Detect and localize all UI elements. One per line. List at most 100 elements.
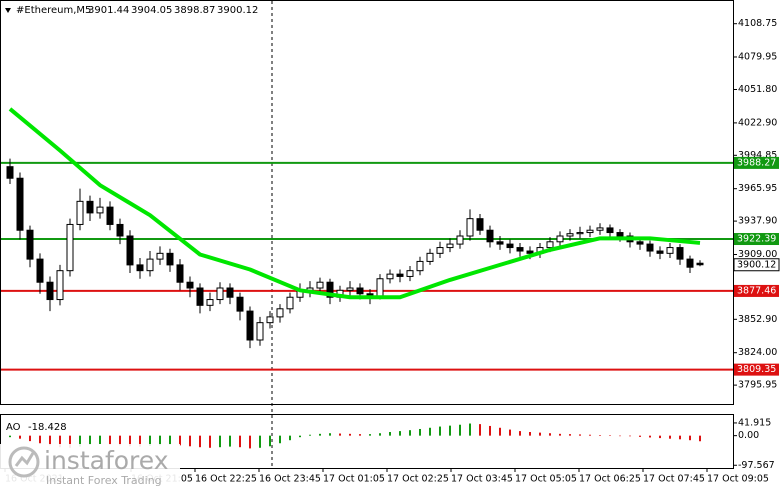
ao-bar [479, 424, 481, 436]
ao-bar [539, 432, 541, 436]
watermark-icon-arrow [14, 452, 35, 467]
ao-bar [629, 435, 631, 437]
candle-body [46, 281, 54, 301]
watermark-icon [8, 446, 40, 478]
level-label: 3877.46 [737, 285, 776, 296]
ao-bar [59, 435, 61, 448]
ao-bar [9, 435, 11, 438]
ao-bar [309, 434, 311, 436]
y-tick-label: 3937.90 [738, 216, 777, 227]
ao-bar [129, 435, 131, 447]
ao-bar [469, 423, 471, 436]
candle-body [256, 322, 264, 341]
candle-body [376, 278, 384, 298]
candle-body [286, 296, 294, 310]
candle-body [26, 229, 34, 260]
candle-body [516, 247, 524, 252]
ao-bar [509, 429, 511, 436]
level-label-bg [734, 233, 779, 246]
ao-name: AO [6, 422, 21, 433]
candle-body [616, 232, 624, 237]
watermark-brand: instaforex [44, 446, 169, 475]
ao-y-tick-label: -97.567 [738, 460, 775, 471]
current-price-bg [733, 258, 780, 272]
y-tick-label: 3824.00 [738, 347, 777, 358]
ao-bar [689, 435, 691, 441]
candle-body [456, 235, 464, 245]
candle-body [106, 206, 114, 225]
ao-bar [429, 427, 431, 436]
ao-bar [259, 435, 261, 448]
ao-y-tick-label: 0.00 [738, 430, 759, 441]
y-tick-label: 3965.95 [738, 183, 777, 194]
ao-bar [239, 435, 241, 448]
ao-bar [249, 435, 251, 449]
candle-body [466, 218, 474, 237]
candle-body [666, 247, 674, 254]
y-tick-label: 3795.95 [738, 380, 777, 391]
ao-bar [499, 427, 501, 436]
candle-body [646, 243, 654, 252]
ao-bar [419, 428, 421, 436]
candle-body [266, 316, 274, 324]
ao-bar [319, 433, 321, 436]
ao-bar [389, 432, 391, 436]
ao-bar [519, 431, 521, 436]
level-label-bg [734, 156, 779, 169]
y-tick-label: 4051.80 [738, 84, 777, 95]
ao-bar [99, 435, 101, 445]
y-tick-label: 4079.95 [738, 51, 777, 62]
level-label-bg [734, 363, 779, 376]
ao-bar [89, 435, 91, 445]
x-tick-label: 17 Oct 03:45 [451, 474, 513, 485]
candle-body [326, 281, 334, 298]
ao-bar [349, 433, 351, 436]
candle-body [226, 287, 234, 298]
chart-title: #Ethereum,M5 [16, 5, 91, 16]
candle-body [216, 287, 224, 301]
ao-bar [269, 435, 271, 447]
candle-body [356, 287, 364, 295]
level-label: 3809.35 [737, 364, 776, 375]
ao-bar [19, 435, 21, 439]
candle-body [196, 287, 204, 306]
candle-body [506, 243, 514, 249]
x-tick-label: 17 Oct 01:05 [323, 474, 385, 485]
ao-panel-frame [0, 414, 734, 469]
ao-bar [159, 435, 161, 446]
candle-body [426, 252, 434, 262]
candle-body [156, 252, 164, 260]
ao-bar [39, 435, 41, 444]
candle-body [116, 223, 124, 237]
ao-bar [529, 432, 531, 436]
plot [1, 107, 733, 472]
ao-bar [149, 435, 151, 446]
candle-body [6, 166, 14, 179]
level-label-bg [734, 284, 779, 297]
menu-arrow[interactable] [5, 8, 11, 13]
x-tick-label: 17 Oct 07:45 [643, 474, 705, 485]
ao-bar [279, 435, 281, 444]
candle-body [166, 252, 174, 266]
candle-body [346, 287, 354, 291]
candle-body [606, 227, 614, 234]
ohlc-high: 3904.05 [131, 5, 172, 16]
candle-body [656, 250, 664, 254]
ao-bar [579, 434, 581, 436]
current-price-label: 3900.12 [737, 259, 776, 270]
y-tick-label: 4022.90 [738, 117, 777, 128]
candle-body [406, 270, 414, 277]
candle-body [96, 206, 104, 214]
candle-body [316, 281, 324, 289]
candle-body [36, 258, 44, 283]
ao-bar [489, 425, 491, 436]
level-label: 3922.39 [737, 234, 776, 245]
ao-bar [169, 435, 171, 445]
candle-body [576, 232, 584, 235]
candle-body [76, 200, 84, 225]
candle-body [206, 299, 214, 306]
x-tick-label: 17 Oct 06:25 [579, 474, 641, 485]
candle-body [526, 250, 534, 254]
ao-bar [289, 435, 291, 441]
